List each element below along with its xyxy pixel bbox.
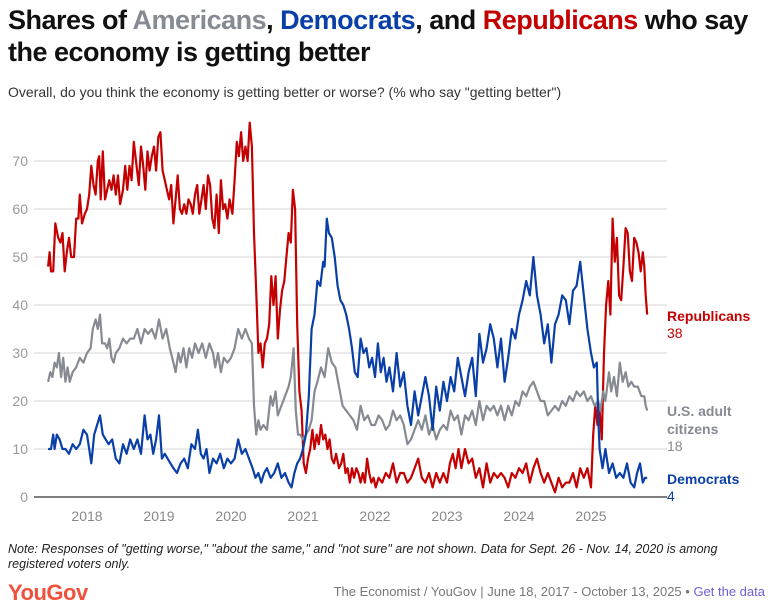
end-label-americans: citizens [667, 421, 719, 437]
end-value-democrats: 4 [667, 488, 675, 504]
end-label-democrats: Democrats [667, 471, 740, 487]
y-tick-label: 10 [12, 441, 28, 457]
chart-note: Note: Responses of "getting worse," "abo… [8, 542, 718, 571]
x-tick-label: 2020 [215, 508, 246, 524]
get-the-data-link[interactable]: Get the data [693, 584, 765, 599]
y-tick-label: 60 [12, 201, 28, 217]
end-value-republicans: 38 [667, 325, 683, 341]
x-tick-label: 2018 [71, 508, 102, 524]
yougov-logo: YouGov [8, 580, 88, 605]
title-democrats: Democrats [280, 5, 416, 35]
x-tick-label: 2024 [503, 508, 534, 524]
source-text: The Economist / YouGov | June 18, 2017 -… [333, 584, 694, 599]
chart-title: Shares of Americans, Democrats, and Repu… [8, 4, 778, 68]
y-tick-label: 30 [12, 345, 28, 361]
title-text: who say the economy is getting better [8, 5, 748, 67]
chart-subtitle: Overall, do you think the economy is get… [8, 84, 562, 100]
series-line-republicans [47, 121, 649, 494]
y-tick-label: 40 [12, 297, 28, 313]
series-line-democrats [48, 217, 648, 489]
title-sep: , and [415, 5, 483, 35]
title-americans: Americans [132, 5, 267, 35]
series-line-americans [47, 313, 649, 446]
title-sep: , [266, 5, 281, 35]
x-tick-label: 2019 [143, 508, 174, 524]
end-label-americans: U.S. adult [667, 403, 732, 419]
x-tick-label: 2021 [287, 508, 318, 524]
y-tick-label: 0 [20, 489, 28, 505]
end-label-republicans: Republicans [667, 308, 750, 324]
x-tick-label: 2022 [359, 508, 390, 524]
title-republicans: Republicans [482, 5, 639, 35]
source-line: The Economist / YouGov | June 18, 2017 -… [334, 584, 765, 599]
title-text: Shares of [8, 5, 133, 35]
end-value-americans: 18 [667, 438, 683, 454]
x-tick-label: 2025 [575, 508, 606, 524]
x-tick-label: 2023 [431, 508, 462, 524]
y-tick-label: 70 [12, 153, 28, 169]
y-tick-label: 20 [12, 393, 28, 409]
y-tick-label: 50 [12, 249, 28, 265]
